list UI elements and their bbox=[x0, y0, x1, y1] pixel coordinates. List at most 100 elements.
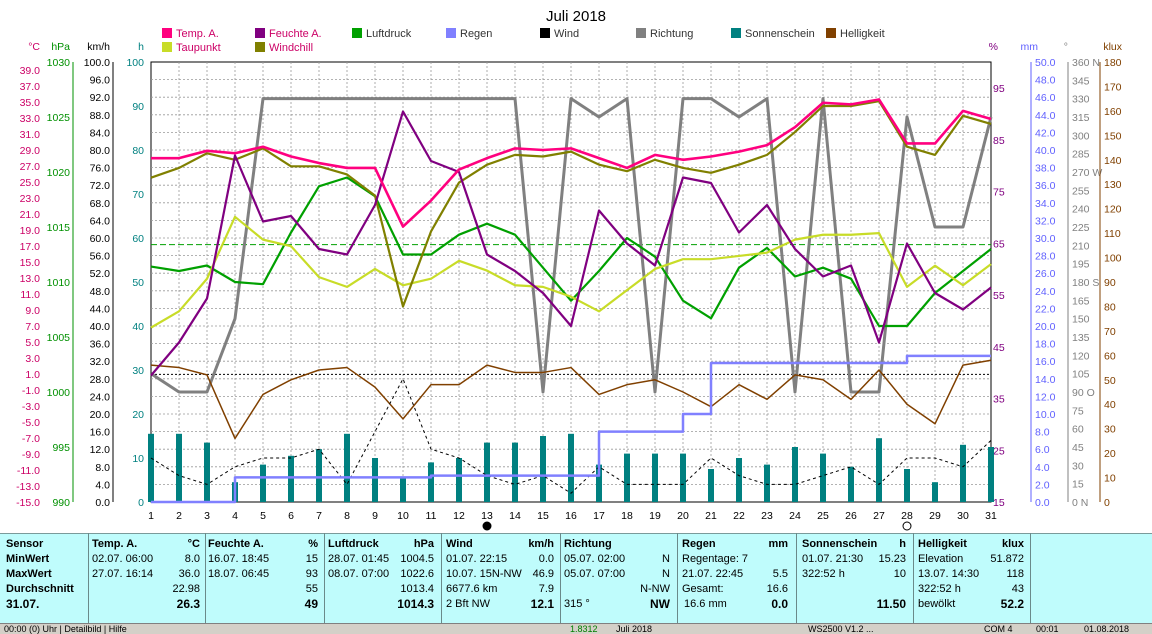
right-axis-tick: 60 bbox=[1104, 350, 1116, 362]
left-axis-tick: 29.0 bbox=[20, 145, 41, 157]
stats-hell-avg: 43 bbox=[1011, 583, 1024, 595]
right-axis-tick: 55 bbox=[993, 290, 1005, 302]
left-axis-tick: 80 bbox=[132, 145, 144, 157]
right-axis-tick: 6.0 bbox=[1035, 444, 1050, 456]
stats-separator bbox=[677, 533, 678, 623]
x-tick-label: 12 bbox=[453, 510, 465, 522]
sunshine-bar bbox=[148, 433, 154, 502]
right-axis-unit: klux bbox=[1103, 41, 1122, 53]
right-axis-tick: 105 bbox=[1072, 369, 1090, 381]
status-port: COM 4 bbox=[984, 624, 1013, 634]
x-tick-label: 2 bbox=[176, 510, 182, 522]
left-axis-tick: 1010 bbox=[47, 277, 71, 289]
left-axis-tick: 7.0 bbox=[25, 321, 40, 333]
stats-luftdruck-max-time: 08.07. 07:00 bbox=[328, 568, 390, 580]
right-axis-tick: 210 bbox=[1072, 240, 1090, 252]
left-axis-tick: 10 bbox=[132, 453, 144, 465]
stats-temp-unit: °C bbox=[187, 538, 200, 550]
stats-feuchte-today: 49 bbox=[304, 597, 318, 611]
right-axis-tick: 300 bbox=[1072, 130, 1090, 142]
left-axis-tick: 1030 bbox=[47, 57, 71, 69]
left-axis-tick: 5.0 bbox=[25, 337, 40, 349]
stats-separator bbox=[324, 533, 325, 623]
stats-wind-min-time: 01.07. 22:15 bbox=[446, 553, 508, 565]
x-tick-label: 28 bbox=[901, 510, 913, 522]
left-axis-tick: 50 bbox=[132, 277, 144, 289]
left-axis-unit: hPa bbox=[51, 41, 70, 53]
stats-feuchte-unit: % bbox=[308, 538, 318, 550]
stats-feuchte-max-time: 18.07. 06:45 bbox=[208, 568, 270, 580]
left-axis-tick: 40 bbox=[132, 321, 144, 333]
x-tick-label: 22 bbox=[733, 510, 745, 522]
sunshine-bar bbox=[484, 442, 490, 502]
sunshine-bar bbox=[204, 442, 210, 502]
stats-sonne-title: Sonnenschein bbox=[802, 538, 878, 550]
left-axis-tick: 0 bbox=[138, 497, 144, 509]
x-tick-label: 17 bbox=[593, 510, 605, 522]
right-axis-tick: 26.0 bbox=[1035, 268, 1056, 280]
right-axis-tick: 50 bbox=[1104, 375, 1116, 387]
x-tick-label: 24 bbox=[789, 510, 801, 522]
stats-separator bbox=[205, 533, 206, 623]
status-device: WS2500 V1.2 ... bbox=[808, 624, 874, 634]
sunshine-bar bbox=[736, 458, 742, 502]
right-axis-tick: 95 bbox=[993, 83, 1005, 95]
left-axis-tick: 28.0 bbox=[90, 374, 111, 386]
sunshine-bar bbox=[456, 458, 462, 502]
legend-swatch bbox=[446, 28, 456, 38]
right-axis-tick: 15 bbox=[1072, 479, 1084, 491]
sunshine-bar bbox=[932, 482, 938, 502]
left-axis-tick: 0.0 bbox=[95, 497, 110, 509]
stats-luftdruck-max-val: 1022.6 bbox=[400, 568, 434, 580]
stats-luftdruck-title: Luftdruck bbox=[328, 538, 379, 550]
x-tick-label: 23 bbox=[761, 510, 773, 522]
sunshine-bar bbox=[540, 436, 546, 502]
right-axis-tick: 240 bbox=[1072, 204, 1090, 216]
stats-wind-column: Wind km/h 01.07. 22:15 0.0 10.07. 15N-NW 46… bbox=[446, 536, 558, 622]
left-axis-tick: 21.0 bbox=[20, 209, 41, 221]
stats-wind-today: 12.1 bbox=[530, 597, 554, 611]
left-axis-tick: -1.0 bbox=[22, 385, 40, 397]
right-axis-tick: 48.0 bbox=[1035, 75, 1056, 87]
left-axis-tick: 9.0 bbox=[25, 305, 40, 317]
right-axis-tick: 90 O bbox=[1072, 387, 1095, 399]
left-axis-tick: 12.0 bbox=[90, 444, 111, 456]
left-axis-tick: -5.0 bbox=[22, 417, 40, 429]
x-tick-label: 14 bbox=[509, 510, 521, 522]
stats-regen-title: Regen bbox=[682, 538, 716, 550]
right-axis-unit: % bbox=[989, 41, 998, 53]
stats-panel: Sensor MinWert MaxWert Durchschnitt 31.0… bbox=[0, 533, 1152, 624]
stats-luftdruck-min-val: 1004.5 bbox=[400, 553, 434, 565]
stats-regen-days: Regentage: 7 bbox=[682, 553, 749, 565]
series-line-hell bbox=[150, 359, 992, 440]
x-tick-label: 6 bbox=[288, 510, 294, 522]
x-tick-label: 25 bbox=[817, 510, 829, 522]
x-tick-label: 5 bbox=[260, 510, 266, 522]
stats-luftdruck-today: 1014.3 bbox=[397, 597, 434, 611]
right-axis-tick: 0 bbox=[1104, 497, 1110, 509]
right-axis-tick: 0.0 bbox=[1035, 497, 1050, 509]
right-axis-tick: 170 bbox=[1104, 81, 1122, 93]
left-axis-tick: 100 bbox=[126, 57, 144, 69]
left-axis-tick: 1000 bbox=[47, 387, 71, 399]
stats-temp-max-time: 27.07. 16:14 bbox=[92, 568, 154, 580]
stats-separator bbox=[441, 533, 442, 623]
left-axis-unit: °C bbox=[28, 41, 40, 53]
stats-regen-unit: mm bbox=[768, 538, 788, 550]
stats-temp-min-val: 8.0 bbox=[184, 553, 200, 565]
right-axis-tick: 80 bbox=[1104, 301, 1116, 313]
stats-regen-column: Regen mm Regentage: 7 21.07. 22:45 5.5 Ges… bbox=[682, 536, 792, 622]
x-tick-label: 29 bbox=[929, 510, 941, 522]
stats-row-avg-label: Durchschnitt bbox=[6, 583, 74, 595]
right-axis-tick: 70 bbox=[1104, 326, 1116, 338]
right-axis-tick: 160 bbox=[1104, 106, 1122, 118]
right-axis-tick: 165 bbox=[1072, 295, 1090, 307]
right-axis-tick: 24.0 bbox=[1035, 286, 1056, 298]
left-axis-tick: 35.0 bbox=[20, 97, 41, 109]
sunshine-bar bbox=[960, 444, 966, 502]
stats-regen-total-label: Gesamt: bbox=[682, 583, 724, 595]
stats-wind-max-val: 46.9 bbox=[532, 568, 554, 580]
sunshine-bar bbox=[876, 438, 882, 502]
left-axis-tick: 96.0 bbox=[90, 75, 111, 87]
legend-swatch bbox=[826, 28, 836, 38]
